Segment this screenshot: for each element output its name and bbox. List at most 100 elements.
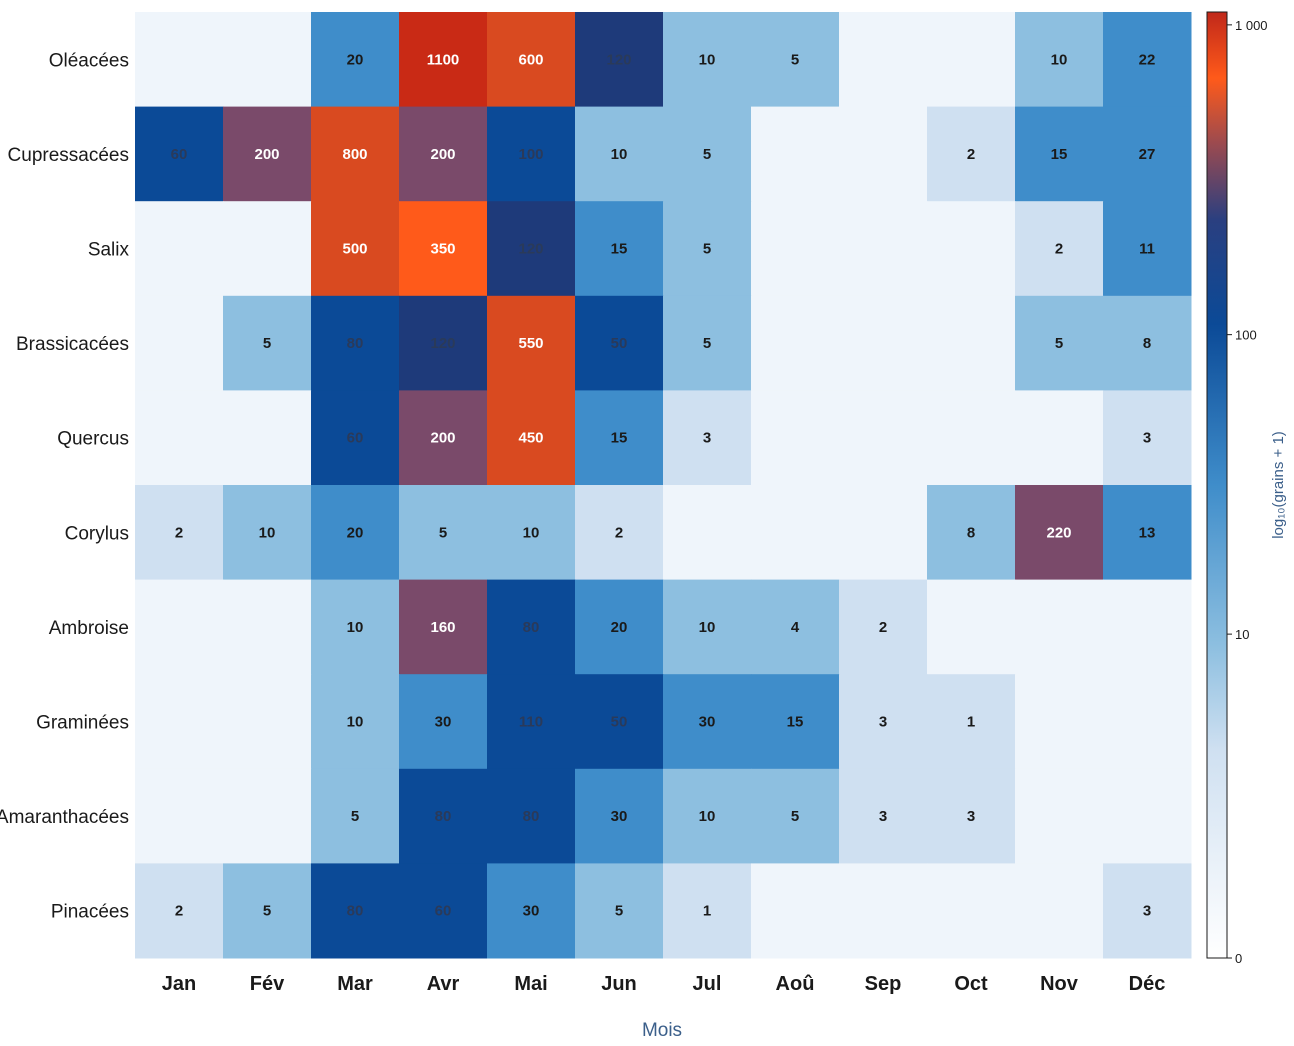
- cell-value-label: 220: [1046, 524, 1071, 541]
- heatmap-cell: [1015, 768, 1104, 864]
- heatmap-cell: [1103, 201, 1192, 297]
- heatmap-cell: [135, 579, 224, 675]
- heatmap-cell: [751, 579, 840, 675]
- heatmap-cell: [575, 674, 664, 770]
- cell-value-label: 5: [703, 335, 711, 352]
- cell-value-label: 5: [791, 51, 799, 68]
- cell-value-label: 2: [615, 524, 623, 541]
- heatmap-cell: [927, 295, 1016, 391]
- column-label: Mar: [337, 973, 373, 995]
- cell-value-label: 1: [703, 903, 711, 920]
- heatmap-cell: [1015, 863, 1104, 959]
- heatmap-cell: [927, 485, 1016, 581]
- cell-value-label: 160: [430, 619, 455, 636]
- cell-value-label: 120: [518, 241, 543, 258]
- cell-value-label: 27: [1139, 146, 1156, 163]
- heatmap-cell: [927, 863, 1016, 959]
- cell-value-label: 5: [351, 808, 359, 825]
- heatmap-cell: [223, 106, 312, 202]
- column-label: Déc: [1129, 973, 1166, 995]
- cell-value-label: 10: [347, 714, 364, 731]
- cell-value-label: 5: [703, 146, 711, 163]
- heatmap-cell: [487, 295, 576, 391]
- heatmap-cell: [487, 201, 576, 297]
- cell-value-label: 8: [967, 524, 975, 541]
- cell-value-label: 10: [259, 524, 276, 541]
- heatmap-cell: [1015, 12, 1104, 108]
- cell-value-label: 2: [967, 146, 975, 163]
- heatmap-cell: [927, 201, 1016, 297]
- heatmap-cell: [399, 485, 488, 581]
- cell-value-label: 200: [430, 430, 455, 447]
- heatmap-cell: [1103, 12, 1192, 108]
- heatmap-cell: [663, 12, 752, 108]
- heatmap-cell: [663, 768, 752, 864]
- cell-value-label: 20: [611, 619, 628, 636]
- cell-value-label: 5: [791, 808, 799, 825]
- heatmap-cell: [311, 106, 400, 202]
- cell-value-label: 2: [1055, 241, 1063, 258]
- cell-value-label: 2: [879, 619, 887, 636]
- cell-value-label: 80: [347, 903, 364, 920]
- heatmap-cell: [1103, 295, 1192, 391]
- heatmap-cell: [663, 579, 752, 675]
- column-label: Oct: [954, 973, 988, 995]
- cell-value-label: 80: [523, 619, 540, 636]
- heatmap-cell: [575, 106, 664, 202]
- heatmap-cell: [1103, 768, 1192, 864]
- cell-value-label: 10: [1051, 51, 1068, 68]
- heatmap-cell: [223, 12, 312, 108]
- heatmap-cell: [663, 390, 752, 486]
- heatmap-cell: [663, 201, 752, 297]
- heatmap-cell: [575, 579, 664, 675]
- heatmap-cell: [311, 863, 400, 959]
- heatmap-cell: [399, 768, 488, 864]
- heatmap-cell: [135, 295, 224, 391]
- heatmap-cell: [223, 863, 312, 959]
- cell-value-label: 800: [342, 146, 367, 163]
- heatmap-cell: [487, 106, 576, 202]
- heatmap-cell: [311, 390, 400, 486]
- heatmap-cell: [1015, 295, 1104, 391]
- cell-value-label: 600: [518, 51, 543, 68]
- cell-value-label: 500: [342, 241, 367, 258]
- heatmap-cell: [1103, 390, 1192, 486]
- heatmap-cell: [399, 106, 488, 202]
- cell-value-label: 60: [171, 146, 188, 163]
- heatmap-cell: [839, 863, 928, 959]
- heatmap-cell: [135, 106, 224, 202]
- column-label: Aoû: [776, 973, 815, 995]
- colorbar-tick-label: 1 000: [1235, 18, 1268, 33]
- heatmap-cell: [839, 295, 928, 391]
- heatmap-cell: [135, 674, 224, 770]
- cell-value-label: 60: [435, 903, 452, 920]
- heatmap-cell: [311, 12, 400, 108]
- cell-value-label: 15: [611, 430, 628, 447]
- heatmap-cell: [751, 863, 840, 959]
- cell-value-label: 50: [611, 335, 628, 352]
- cell-value-label: 10: [699, 51, 716, 68]
- column-label: Avr: [427, 973, 460, 995]
- cell-value-label: 3: [879, 808, 887, 825]
- heatmap-cell: [1015, 390, 1104, 486]
- heatmap-cell: [487, 674, 576, 770]
- heatmap-cell: [487, 768, 576, 864]
- cell-value-label: 110: [519, 714, 543, 731]
- colorbar: 0 10 100 1 000 log₁₀(grains + 1): [1206, 11, 1287, 966]
- colorbar-gradient: [1206, 11, 1228, 959]
- column-label: Jun: [601, 973, 637, 995]
- heatmap-cell: [663, 674, 752, 770]
- heatmap-cell: [135, 863, 224, 959]
- heatmap-cell: [663, 485, 752, 581]
- heatmap-cell: [575, 201, 664, 297]
- heatmap-cell: [751, 674, 840, 770]
- x-axis-title: Mois: [642, 1020, 682, 1041]
- column-label: Fév: [250, 973, 285, 995]
- column-label: Nov: [1040, 973, 1079, 995]
- heatmap-cell: [487, 863, 576, 959]
- cell-value-label: 3: [1143, 903, 1151, 920]
- cell-value-label: 5: [703, 241, 711, 258]
- cell-value-label: 80: [523, 808, 540, 825]
- heatmap-cell: [1015, 106, 1104, 202]
